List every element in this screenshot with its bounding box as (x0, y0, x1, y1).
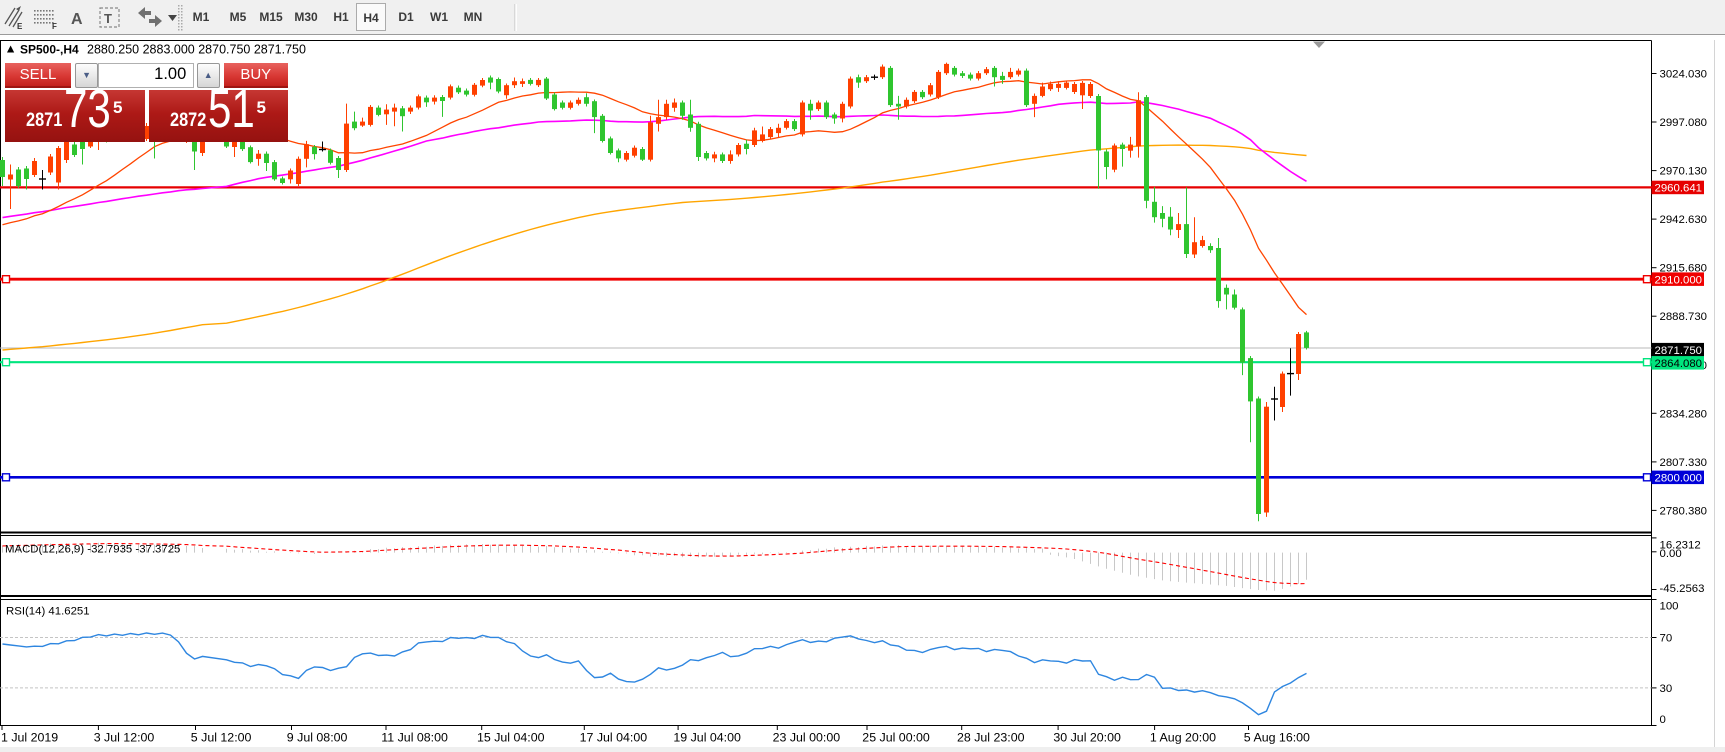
svg-text:2960.641: 2960.641 (1655, 183, 1703, 195)
svg-text:2880.250 2883.000 2870.750 287: 2880.250 2883.000 2870.750 2871.750 (87, 43, 306, 57)
svg-text:16.2312: 16.2312 (1660, 539, 1701, 551)
svg-text:RSI(14) 41.6251: RSI(14) 41.6251 (6, 606, 90, 618)
svg-text:11 Jul 08:00: 11 Jul 08:00 (381, 731, 448, 745)
svg-text:5 Jul 12:00: 5 Jul 12:00 (191, 731, 252, 745)
svg-text:17 Jul 04:00: 17 Jul 04:00 (580, 731, 648, 745)
svg-text:15 Jul 04:00: 15 Jul 04:00 (477, 731, 545, 745)
svg-text:9 Jul 08:00: 9 Jul 08:00 (287, 731, 348, 745)
svg-text:2780.380: 2780.380 (1660, 506, 1708, 518)
svg-text:MACD(12,26,9) -32.7935 -37.372: MACD(12,26,9) -32.7935 -37.3725 (5, 544, 180, 556)
svg-text:2871.750: 2871.750 (1655, 345, 1703, 357)
svg-text:0.00: 0.00 (1660, 548, 1682, 560)
svg-text:2910.000: 2910.000 (1655, 274, 1703, 286)
svg-text:2997.080: 2997.080 (1660, 117, 1708, 129)
svg-text:2888.730: 2888.730 (1660, 311, 1708, 323)
svg-text:70: 70 (1660, 633, 1673, 645)
svg-text:0: 0 (1660, 714, 1666, 726)
svg-text:28 Jul 23:00: 28 Jul 23:00 (957, 731, 1025, 745)
svg-text:2970.130: 2970.130 (1660, 166, 1708, 178)
svg-text:30 Jul 20:00: 30 Jul 20:00 (1053, 731, 1121, 745)
svg-text:19 Jul 04:00: 19 Jul 04:00 (673, 731, 741, 745)
svg-text:T: T (104, 11, 112, 26)
svg-text:3 Jul 12:00: 3 Jul 12:00 (94, 731, 155, 745)
svg-text:23 Jul 00:00: 23 Jul 00:00 (773, 731, 841, 745)
svg-text:2864.080: 2864.080 (1655, 358, 1703, 370)
svg-text:E: E (17, 22, 23, 31)
svg-text:2915.680: 2915.680 (1660, 263, 1708, 275)
svg-text:F: F (52, 22, 57, 31)
svg-text:SP500-,H4: SP500-,H4 (20, 43, 79, 57)
svg-text:2834.280: 2834.280 (1660, 408, 1708, 420)
svg-text:1 Jul 2019: 1 Jul 2019 (1, 731, 58, 745)
svg-text:A: A (71, 11, 83, 28)
svg-text:25 Jul 00:00: 25 Jul 00:00 (862, 731, 930, 745)
svg-text:2942.630: 2942.630 (1660, 214, 1708, 226)
svg-text:2800.000: 2800.000 (1655, 473, 1703, 485)
svg-text:3024.030: 3024.030 (1660, 69, 1708, 81)
svg-text:-45.2563: -45.2563 (1660, 583, 1705, 595)
svg-text:2807.330: 2807.330 (1660, 457, 1708, 469)
svg-text:100: 100 (1660, 601, 1679, 613)
svg-text:5 Aug 16:00: 5 Aug 16:00 (1244, 731, 1310, 745)
svg-text:30: 30 (1660, 683, 1673, 695)
svg-text:1 Aug 20:00: 1 Aug 20:00 (1150, 731, 1216, 745)
